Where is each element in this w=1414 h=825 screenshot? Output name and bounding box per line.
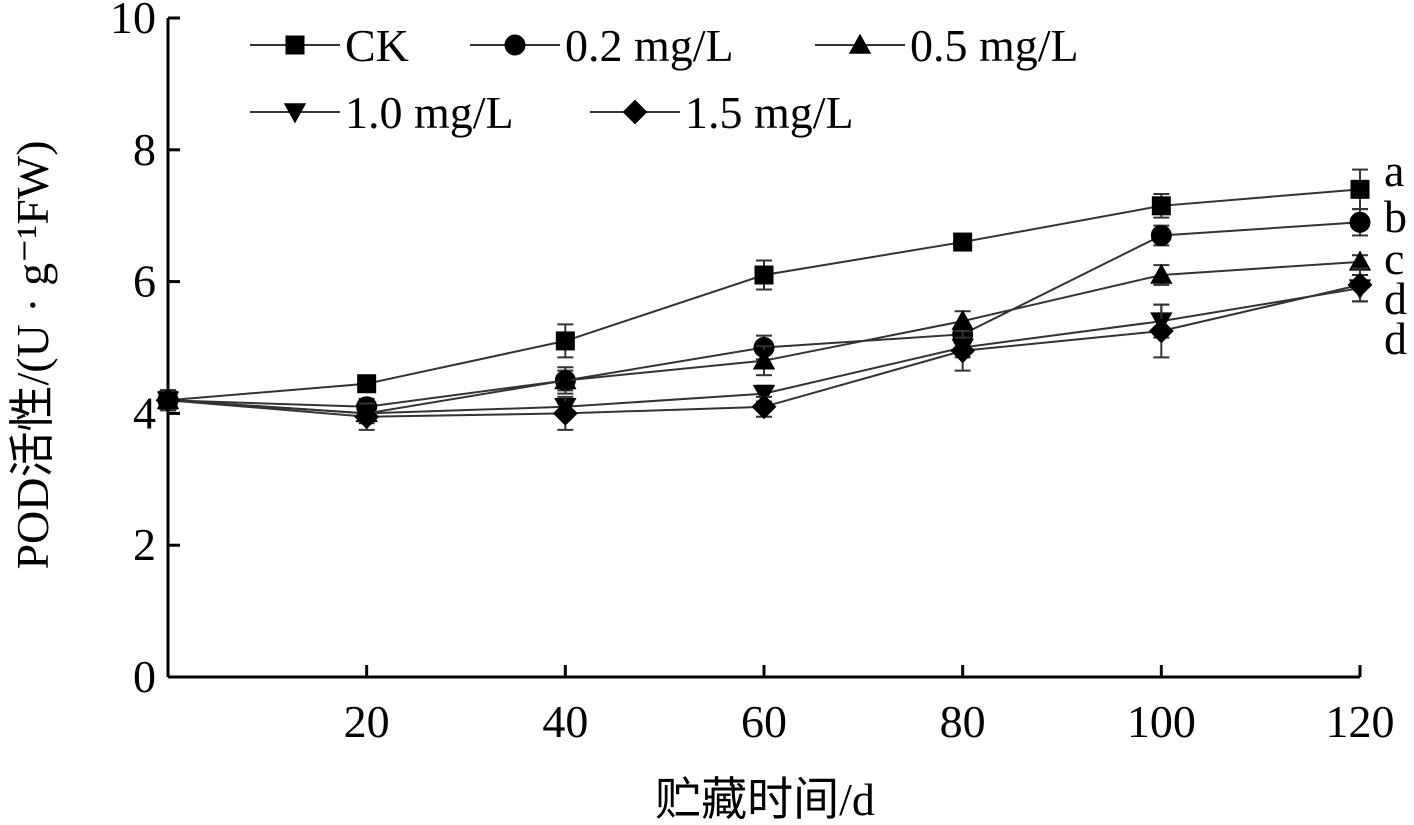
significance-label: c	[1384, 233, 1404, 284]
y-tick-label: 10	[110, 0, 156, 43]
y-tick-label: 2	[133, 519, 156, 570]
legend-item: 0.2 mg/L	[470, 20, 734, 71]
data-point	[1347, 272, 1373, 298]
data-point	[1151, 196, 1171, 216]
y-tick-label: 8	[133, 124, 156, 175]
legend-item: 1.0 mg/L	[250, 87, 514, 138]
series-line	[167, 221, 1361, 408]
legend-label: 1.5 mg/L	[685, 87, 854, 138]
data-point	[1150, 224, 1172, 246]
data-point	[1148, 318, 1174, 344]
series-4	[155, 267, 1373, 431]
data-point	[953, 232, 973, 252]
y-axis-title: POD活性/(U · g⁻¹FW)	[7, 140, 58, 569]
data-point	[555, 331, 575, 351]
legend-label: CK	[345, 20, 409, 71]
x-tick-label: 80	[940, 696, 986, 747]
significance-label: b	[1384, 191, 1407, 242]
data-point	[155, 387, 181, 413]
y-tick-label: 4	[133, 387, 156, 438]
significance-label: d	[1384, 313, 1407, 364]
data-point	[1349, 211, 1371, 233]
legend-item: 1.5 mg/L	[590, 87, 854, 138]
legend-item: 0.5 mg/L	[815, 20, 1079, 71]
x-tick-label: 100	[1127, 696, 1196, 747]
data-point	[552, 400, 578, 426]
legend-label: 0.2 mg/L	[565, 20, 734, 71]
legend-label: 0.5 mg/L	[910, 20, 1079, 71]
legend: CK 0.2 mg/L 0.5 mg/L 1.0 mg/L 1.5 mg/L	[250, 20, 1079, 138]
data-point	[554, 369, 577, 390]
data-point	[354, 404, 380, 430]
data-point	[950, 338, 976, 364]
legend-marker	[504, 34, 526, 56]
x-tick-label: 40	[542, 696, 588, 747]
significance-label: d	[1384, 273, 1407, 324]
data-point	[1350, 179, 1370, 199]
significance-label: a	[1384, 145, 1404, 196]
x-tick-label: 60	[741, 696, 787, 747]
data-point	[951, 309, 974, 330]
legend-marker	[283, 103, 307, 124]
axes: 0 2 4 6 8 10 20 40 60 80 100 120	[110, 0, 1395, 747]
x-tick-label: 20	[344, 696, 390, 747]
data-point	[1150, 263, 1173, 284]
x-axis-title: 贮藏时间/d	[655, 774, 875, 825]
legend-marker	[622, 99, 648, 125]
legend-label: 1.0 mg/L	[345, 87, 514, 138]
data-point	[357, 374, 377, 394]
data-point	[751, 394, 777, 420]
y-tick-label: 6	[133, 256, 156, 307]
legend-item: CK	[250, 20, 409, 71]
legend-marker	[285, 35, 305, 55]
series-layer	[155, 168, 1373, 431]
data-point	[754, 265, 774, 285]
x-tick-label: 120	[1326, 696, 1395, 747]
y-tick-label: 0	[133, 651, 156, 702]
legend-marker	[848, 33, 872, 54]
data-point	[752, 349, 776, 370]
